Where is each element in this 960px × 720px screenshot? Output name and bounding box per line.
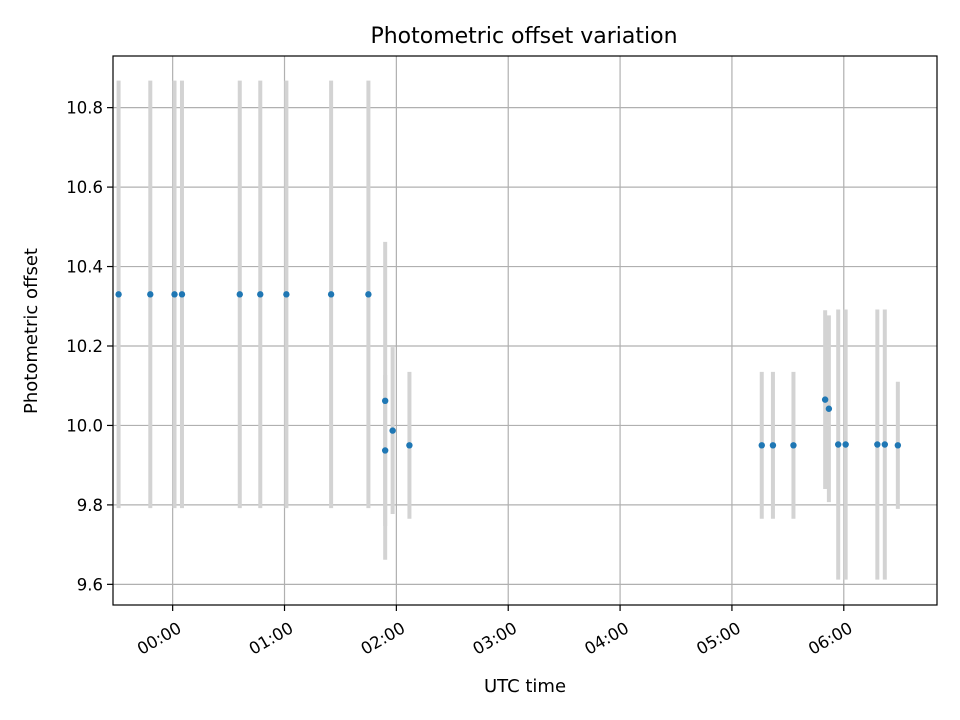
data-point [257,291,264,298]
data-point [171,291,178,298]
y-axis-ticks: 9.6 9.8 10.0 10.2 10.4 10.6 10.8 [66,99,113,594]
data-point [758,442,765,449]
data-point [825,405,833,412]
data-point [894,442,902,449]
data-point [381,397,389,405]
y-tick-label: 9.6 [77,575,103,594]
y-tick-label: 10.4 [66,258,103,277]
x-axis-ticks: 00:00 01:00 02:00 03:00 04:00 05:00 06:00 [134,605,856,659]
y-tick-label: 9.8 [77,496,103,515]
data-point [115,291,122,298]
data-point [842,441,849,448]
y-tick-label: 10.0 [66,416,103,435]
data-point [236,291,243,298]
x-tick-label: 03:00 [470,618,521,658]
y-axis-label: Photometric offset [21,248,42,414]
data-point [178,291,186,298]
data-point [365,291,372,298]
data-point [147,291,154,298]
data-point [821,396,829,403]
y-tick-label: 10.2 [66,337,103,356]
data-point [881,441,889,448]
plot-frame [112,55,938,606]
y-tick-label: 10.8 [66,99,103,118]
x-tick-label: 06:00 [805,618,856,658]
data-point [389,427,396,434]
data-point [769,442,777,449]
chart-title: Photometric offset variation [370,24,677,49]
data-point [327,291,335,298]
x-tick-label: 01:00 [246,618,297,658]
x-tick-label: 02:00 [358,618,409,658]
x-tick-label: 00:00 [134,618,185,658]
data-point [381,447,389,454]
y-tick-label: 10.6 [66,178,103,197]
x-tick-label: 04:00 [581,618,632,658]
data-point [406,442,413,449]
data-point [874,441,881,448]
data-point [834,441,842,448]
grid [113,56,937,605]
x-axis-label: UTC time [484,676,566,697]
data-point [283,291,290,298]
x-tick-label: 05:00 [693,618,744,658]
data-points [115,291,902,454]
data-point [790,442,797,449]
